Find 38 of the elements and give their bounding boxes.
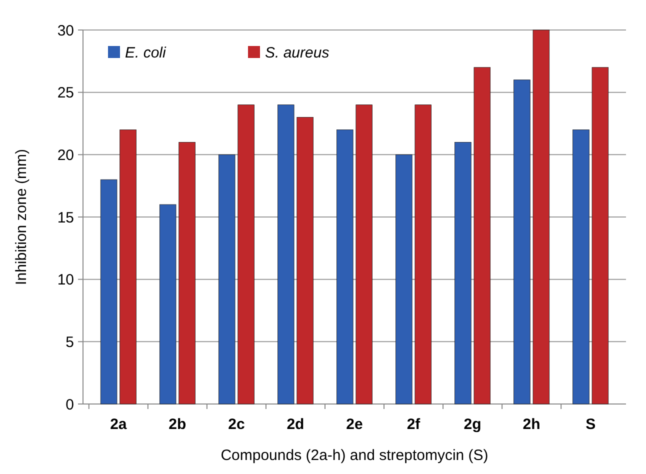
bar xyxy=(474,67,491,404)
y-tick-label: 25 xyxy=(57,84,74,102)
x-tick-label: 2e xyxy=(346,416,363,433)
x-axis-title: Compounds (2a-h) and streptomycin (S) xyxy=(220,447,488,464)
x-tick-label: 2b xyxy=(168,416,186,433)
x-tick-label: 2h xyxy=(522,416,540,433)
bar xyxy=(159,204,176,404)
x-tick-label: 2a xyxy=(110,416,128,433)
bar xyxy=(178,142,196,404)
bar xyxy=(336,130,354,404)
y-tick-label: 20 xyxy=(57,146,74,164)
bar xyxy=(514,80,530,404)
bar xyxy=(414,104,432,404)
bar xyxy=(120,130,136,404)
bar xyxy=(296,117,314,404)
x-tick-label: S xyxy=(586,416,596,433)
bar xyxy=(592,67,609,404)
bar xyxy=(532,30,550,404)
x-tick-label: 2d xyxy=(286,416,304,433)
x-tick-label: 2f xyxy=(406,416,422,433)
y-tick-label: 5 xyxy=(66,334,74,351)
y-tick-label: 30 xyxy=(57,22,74,40)
x-tick-label: 2g xyxy=(464,416,482,433)
y-axis-title: Inhibition zone (mm) xyxy=(13,149,30,285)
y-tick-label: 10 xyxy=(57,272,74,289)
bar xyxy=(100,179,118,404)
bar xyxy=(454,142,472,404)
bar xyxy=(218,154,236,404)
bar xyxy=(396,154,412,404)
bar xyxy=(238,104,254,404)
y-tick-label: 0 xyxy=(66,396,74,414)
y-tick-label: 15 xyxy=(57,209,74,226)
x-tick-label: 2c xyxy=(228,416,245,433)
bar xyxy=(356,104,372,404)
legend-label: S. aureus xyxy=(265,44,330,62)
legend-label: E. coli xyxy=(125,44,167,62)
bar xyxy=(278,104,294,404)
bar xyxy=(572,130,590,404)
